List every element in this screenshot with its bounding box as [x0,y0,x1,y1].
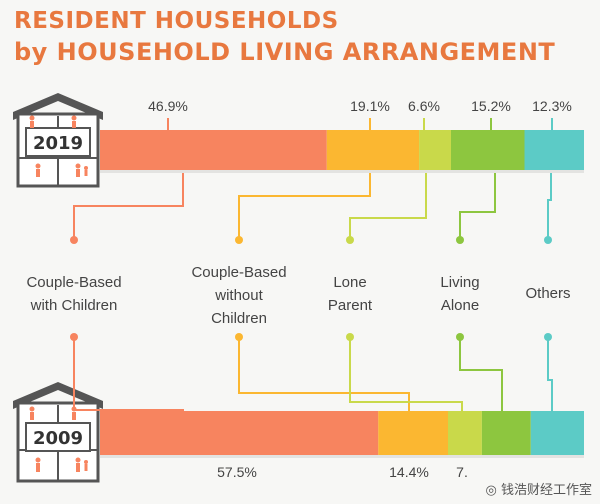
connector-dot-2009-3 [346,333,354,341]
pct-label-2019-5: 12.3% [532,98,572,114]
connector-dot-2019-2 [235,236,243,244]
connector-dot-2009-1 [70,333,78,341]
bars-group [100,130,584,458]
bar-shadow-2019 [100,170,584,173]
category-label-3-line-2: Parent [328,297,373,314]
connector-dot-2019-4 [456,236,464,244]
pct-label-2019-3: 6.6% [408,98,440,114]
bar-segment-2019-5 [524,130,584,170]
category-label-1: Couple-Based with Children [26,274,121,314]
connectors-group [70,118,553,411]
category-label-4-line-2: Alone [441,297,479,314]
pct-label-2019-1: 46.9% [148,98,188,114]
connector-2009-4 [459,337,503,411]
connector-2009-2 [238,337,410,411]
category-label-5-line-1: Others [525,285,570,302]
bar-segment-2009-5 [530,411,584,455]
bar-segment-2019-1 [100,130,327,170]
bar-segment-2019-3 [419,130,451,170]
connector-dot-2019-1 [70,236,78,244]
pct-label-2019-2: 19.1% [350,98,390,114]
category-label-2-line-2: without [214,287,263,304]
chart-title-line-2: by HOUSEHOLD LIVING ARRANGEMENT [14,38,556,66]
bar-segment-2009-4 [481,411,531,455]
category-label-1-line-2: with Children [30,297,118,314]
labels-group: 46.9% 19.1% 6.6% 15.2% 12.3% 57.5% 14.4% 7. Coup… [26,98,571,480]
category-label-2: Couple-Based without Children [191,264,286,327]
year-label-2019: 2019 [33,133,83,154]
category-label-5: Others [525,285,570,302]
connector-dot-2009-4 [456,333,464,341]
watermark: ◎ 钱浩财经工作室 [485,483,592,498]
bar-segment-2009-1 [100,411,379,455]
connector-2019-1 [73,173,184,240]
category-label-4: Living Alone [440,274,479,314]
bar-segment-2009-2 [378,411,448,455]
pct-label-2009-1: 57.5% [217,464,257,480]
pct-label-2009-3: 7. [456,464,468,480]
house-icon-2009 [13,382,103,483]
bar-shadow-2009 [100,455,584,458]
bar-segment-2019-2 [326,130,420,170]
chart-title-line-1: RESIDENT HOUSEHOLDS [14,8,339,34]
bar-segment-2019-4 [451,130,525,170]
bar-segment-2009-3 [448,411,482,455]
connector-2009-3 [349,337,463,411]
house-icon-2019 [13,93,103,188]
connector-dot-2009-2 [235,333,243,341]
connector-dot-2019-5 [544,236,552,244]
connector-2019-3 [349,173,427,240]
category-label-2-line-1: Couple-Based [191,264,286,281]
category-label-4-line-1: Living [440,274,479,291]
connector-2019-4 [459,173,496,240]
category-label-2-line-3: Children [211,310,267,327]
connector-2009-5 [547,337,553,411]
category-label-3-line-1: Lone [333,274,366,291]
connector-dot-2009-5 [544,333,552,341]
connector-2009-1 [73,337,184,411]
connector-2019-2 [238,173,371,240]
pct-label-2019-4: 15.2% [471,98,511,114]
connector-dot-2019-3 [346,236,354,244]
connector-2019-5 [547,173,552,240]
category-label-1-line-1: Couple-Based [26,274,121,291]
pct-label-2009-2: 14.4% [389,464,429,480]
category-label-3: Lone Parent [328,274,373,314]
year-label-2009: 2009 [33,428,83,449]
